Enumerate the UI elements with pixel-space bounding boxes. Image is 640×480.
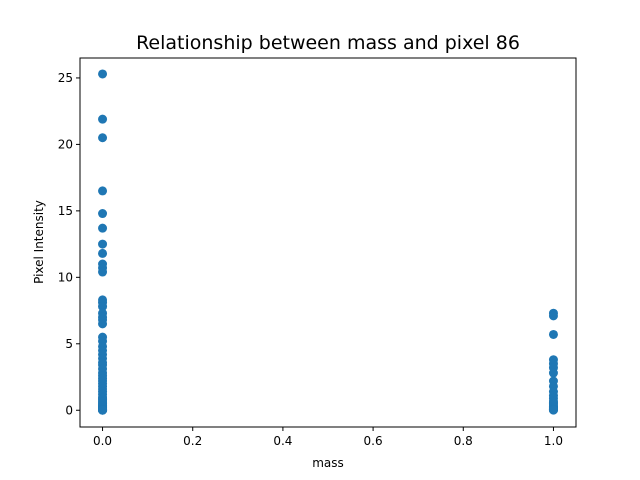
points-layer	[98, 69, 558, 415]
scatter-point	[98, 239, 108, 249]
scatter-point	[548, 311, 558, 321]
chart-title: Relationship between mass and pixel 86	[136, 32, 520, 54]
x-tick-label: 0.4	[273, 434, 292, 448]
x-tick-label: 1.0	[544, 434, 563, 448]
scatter-point	[98, 267, 108, 277]
scatter-point	[548, 329, 558, 339]
x-tick-label: 0.0	[93, 434, 112, 448]
x-axis-ticks: 0.0 0.2 0.4 0.6 0.8 1.0	[93, 427, 563, 448]
scatter-point	[98, 248, 108, 258]
x-tick-label: 0.8	[454, 434, 473, 448]
y-axis-ticks: 0 5 10 15 20 25	[58, 71, 80, 417]
scatter-point	[98, 319, 108, 329]
scatter-point	[98, 209, 108, 219]
scatter-point	[98, 186, 108, 196]
x-tick-label: 0.6	[364, 434, 383, 448]
scatter-point	[98, 302, 108, 312]
x-tick-label: 0.2	[183, 434, 202, 448]
plot-frame	[79, 57, 577, 428]
y-tick-label: 15	[58, 204, 73, 218]
y-tick-label: 25	[58, 71, 73, 85]
y-tick-label: 5	[65, 337, 73, 351]
scatter-point	[548, 405, 558, 415]
y-axis-label: Pixel Intensity	[32, 200, 46, 284]
scatter-point	[98, 405, 108, 415]
scatter-point	[98, 69, 108, 79]
scatter-point	[98, 133, 108, 143]
y-tick-label: 0	[65, 403, 73, 417]
y-tick-label: 20	[58, 137, 73, 151]
x-axis-label: mass	[312, 456, 344, 470]
scatter-point	[98, 223, 108, 233]
scatter-point	[98, 114, 108, 124]
y-tick-label: 10	[58, 270, 73, 284]
scatter-point	[548, 368, 558, 378]
